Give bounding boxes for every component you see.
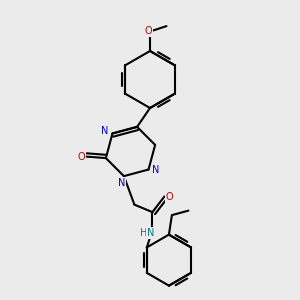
- Text: N: N: [101, 126, 109, 136]
- Text: O: O: [145, 26, 152, 37]
- Text: H: H: [140, 228, 147, 238]
- Text: N: N: [118, 178, 125, 188]
- Text: N: N: [152, 164, 160, 175]
- Text: N: N: [147, 228, 155, 238]
- Text: O: O: [166, 191, 174, 202]
- Text: O: O: [77, 152, 85, 162]
